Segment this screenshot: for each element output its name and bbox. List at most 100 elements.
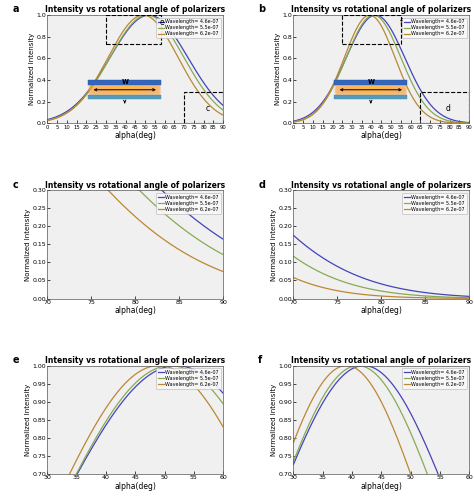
Wavelength= 6.2e-07: [45, 113, 50, 119]
Wavelength= 4.6e-07: [423, 290, 428, 296]
Wavelength= 4.6e-07: [90, 111, 95, 117]
Line: Wavelength= 6.2e-07: Wavelength= 6.2e-07: [293, 365, 469, 504]
Legend: Wavelength= 4.6e-07, Wavelength= 5.5e-07, Wavelength= 6.2e-07: Wavelength= 4.6e-07, Wavelength= 5.5e-07…: [402, 368, 467, 389]
Wavelength= 5.5e-07: [76, 467, 82, 473]
Title: Intensity vs rotational angle of polarizers: Intensity vs rotational angle of polariz…: [45, 6, 225, 14]
Wavelength= 5.5e-07: [408, 78, 414, 84]
Wavelength= 6.2e-07: [322, 285, 328, 291]
Text: b: b: [258, 5, 265, 14]
Bar: [106, 15, 161, 44]
Wavelength= 5.5e-07: [162, 211, 168, 217]
Wavelength= 6.2e-07: [336, 288, 342, 294]
Line: Wavelength= 4.6e-07: Wavelength= 4.6e-07: [47, 58, 223, 239]
Legend: Wavelength= 4.6e-07, Wavelength= 5.5e-07, Wavelength= 6.2e-07: Wavelength= 4.6e-07, Wavelength= 5.5e-07…: [402, 193, 467, 214]
Line: Wavelength= 6.2e-07: Wavelength= 6.2e-07: [293, 278, 469, 298]
Wavelength= 4.6e-07: [76, 99, 82, 105]
Wavelength= 5.5e-07: [291, 458, 296, 464]
Wavelength= 5.5e-07: [291, 119, 296, 125]
Wavelength= 5.5e-07: [90, 135, 95, 141]
Wavelength= 4.6e-07: [370, 278, 376, 284]
Line: Wavelength= 6.2e-07: Wavelength= 6.2e-07: [47, 15, 223, 120]
Title: Intensity vs rotational angle of polarizers: Intensity vs rotational angle of polariz…: [292, 356, 472, 365]
Y-axis label: Normalized Intensity: Normalized Intensity: [29, 33, 35, 105]
Wavelength= 5.5e-07: [76, 117, 82, 123]
Wavelength= 4.6e-07: [148, 176, 154, 182]
Legend: Wavelength= 4.6e-07, Wavelength= 5.5e-07, Wavelength= 6.2e-07: Wavelength= 4.6e-07, Wavelength= 5.5e-07…: [156, 193, 221, 214]
Wavelength= 4.6e-07: [336, 71, 342, 77]
Text: c: c: [12, 179, 18, 190]
Wavelength= 6.2e-07: [408, 294, 414, 300]
Wavelength= 4.6e-07: [423, 443, 429, 449]
Wavelength= 4.6e-07: [76, 94, 82, 100]
Wavelength= 4.6e-07: [220, 390, 226, 396]
Wavelength= 4.6e-07: [220, 102, 226, 108]
Wavelength= 6.2e-07: [90, 82, 95, 88]
Text: e: e: [12, 355, 19, 365]
Wavelength= 6.2e-07: [371, 13, 376, 19]
Wavelength= 4.6e-07: [291, 118, 296, 124]
Wavelength= 4.6e-07: [322, 256, 328, 262]
Wavelength= 6.2e-07: [423, 111, 429, 117]
Wavelength= 6.2e-07: [394, 294, 400, 300]
Line: Wavelength= 6.2e-07: Wavelength= 6.2e-07: [293, 15, 469, 123]
Wavelength= 4.6e-07: [173, 362, 179, 368]
Wavelength= 4.6e-07: [370, 13, 376, 19]
Wavelength= 4.6e-07: [336, 264, 342, 270]
Wavelength= 6.2e-07: [394, 60, 400, 67]
Wavelength= 4.6e-07: [148, 12, 154, 18]
Wavelength= 6.2e-07: [220, 112, 226, 118]
Wavelength= 6.2e-07: [370, 292, 376, 298]
Wavelength= 6.2e-07: [76, 453, 82, 459]
Wavelength= 4.6e-07: [220, 236, 226, 242]
Wavelength= 6.2e-07: [408, 472, 414, 478]
Text: c: c: [206, 104, 210, 113]
Title: Intensity vs rotational angle of polarizers: Intensity vs rotational angle of polariz…: [292, 6, 472, 14]
Line: Wavelength= 6.2e-07: Wavelength= 6.2e-07: [47, 116, 223, 272]
Wavelength= 4.6e-07: [291, 232, 296, 238]
Wavelength= 4.6e-07: [124, 28, 130, 34]
Wavelength= 5.5e-07: [148, 13, 154, 19]
Bar: [342, 15, 401, 44]
Wavelength= 5.5e-07: [423, 293, 428, 299]
Wavelength= 6.2e-07: [177, 247, 182, 253]
Wavelength= 5.5e-07: [177, 47, 183, 53]
Wavelength= 5.5e-07: [220, 107, 226, 113]
Wavelength= 5.5e-07: [394, 290, 400, 296]
Line: Wavelength= 4.6e-07: Wavelength= 4.6e-07: [293, 365, 469, 504]
Title: Intensity vs rotational angle of polarizers: Intensity vs rotational angle of polariz…: [292, 180, 472, 190]
Wavelength= 4.6e-07: [162, 190, 168, 196]
Wavelength= 6.2e-07: [423, 295, 428, 301]
Wavelength= 5.5e-07: [423, 103, 429, 109]
Wavelength= 5.5e-07: [466, 120, 472, 126]
Y-axis label: Normalized Intensity: Normalized Intensity: [271, 384, 277, 456]
Wavelength= 5.5e-07: [124, 389, 130, 395]
Wavelength= 6.2e-07: [140, 12, 146, 18]
Wavelength= 6.2e-07: [76, 100, 82, 106]
Wavelength= 6.2e-07: [220, 424, 226, 430]
Wavelength= 5.5e-07: [371, 12, 376, 18]
Line: Wavelength= 5.5e-07: Wavelength= 5.5e-07: [47, 80, 223, 255]
Wavelength= 4.6e-07: [394, 285, 400, 291]
Wavelength= 5.5e-07: [336, 73, 342, 79]
Wavelength= 4.6e-07: [466, 119, 472, 125]
Wavelength= 6.2e-07: [291, 275, 296, 281]
Line: Wavelength= 4.6e-07: Wavelength= 4.6e-07: [293, 15, 469, 122]
Wavelength= 6.2e-07: [76, 153, 82, 159]
Wavelength= 6.2e-07: [408, 92, 414, 98]
Wavelength= 5.5e-07: [370, 287, 376, 293]
Wavelength= 6.2e-07: [336, 69, 342, 75]
Wavelength= 6.2e-07: [45, 117, 50, 123]
Wavelength= 6.2e-07: [90, 170, 95, 176]
Wavelength= 6.2e-07: [336, 364, 342, 370]
Wavelength= 5.5e-07: [162, 24, 168, 30]
X-axis label: alpha(deg): alpha(deg): [360, 131, 402, 140]
Wavelength= 5.5e-07: [124, 27, 130, 33]
Wavelength= 4.6e-07: [177, 363, 183, 369]
Wavelength= 4.6e-07: [90, 444, 95, 450]
Wavelength= 6.2e-07: [367, 12, 373, 18]
Line: Wavelength= 6.2e-07: Wavelength= 6.2e-07: [47, 365, 223, 504]
Wavelength= 6.2e-07: [162, 363, 168, 369]
Wavelength= 5.5e-07: [322, 271, 328, 277]
Wavelength= 4.6e-07: [394, 38, 400, 44]
Text: d: d: [446, 104, 450, 113]
